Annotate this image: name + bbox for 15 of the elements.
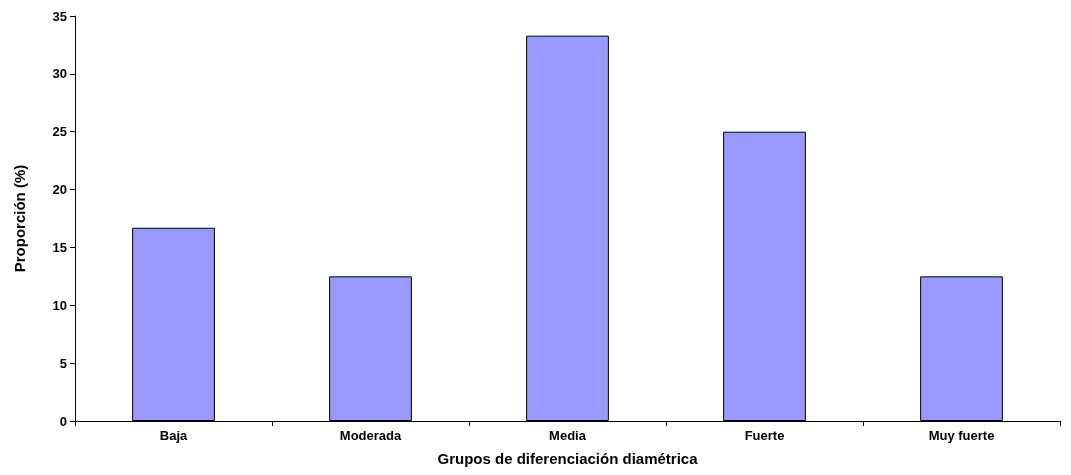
y-tick-label: 5 [59,355,67,371]
x-tick-label: Fuerte [744,428,785,443]
y-tick-label: 15 [52,239,67,255]
y-axis-title: Proporción (%) [11,164,28,273]
y-tick-label: 10 [52,297,67,313]
y-tick-label: 0 [59,413,67,429]
y-tick-label: 25 [52,124,67,140]
x-tick-label: Muy fuerte [928,428,995,443]
y-tick-label: 20 [52,182,67,198]
y-tick-label: 30 [52,66,67,82]
x-tick-label: Baja [159,428,188,443]
x-axis-title: Grupos de diferenciación diamétrica [437,450,699,467]
x-tick-label: Moderada [339,428,402,443]
y-tick-label: 35 [52,8,67,24]
x-tick-label: Media [549,428,587,443]
